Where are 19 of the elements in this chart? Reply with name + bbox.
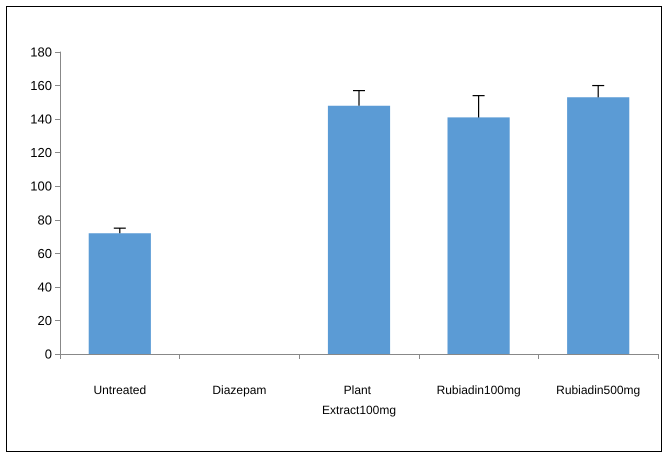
y-tick-label: 140 (30, 112, 52, 127)
x-tick-label: Rubiadin500mg (556, 383, 640, 397)
y-tick-label: 160 (30, 78, 52, 94)
y-tick-label: 180 (30, 44, 52, 60)
bar (448, 117, 510, 354)
y-tick-label: 0 (44, 346, 52, 362)
y-tick-label: 120 (30, 145, 52, 160)
y-tick-label: 20 (38, 312, 52, 328)
x-tick-label: Untreated (93, 383, 146, 397)
bar (328, 106, 390, 354)
y-tick-label: 40 (38, 279, 52, 294)
x-tick-label: Diazepam (212, 383, 266, 397)
y-tick-label: 60 (38, 246, 52, 261)
bar (567, 97, 630, 354)
y-tick-label: 100 (30, 178, 52, 194)
y-tick-label: 80 (38, 212, 52, 228)
x-tick-label: Rubiadin100mg (436, 383, 521, 397)
x-tick-label: Plant Extract100mg (322, 383, 396, 417)
bar (88, 233, 151, 354)
